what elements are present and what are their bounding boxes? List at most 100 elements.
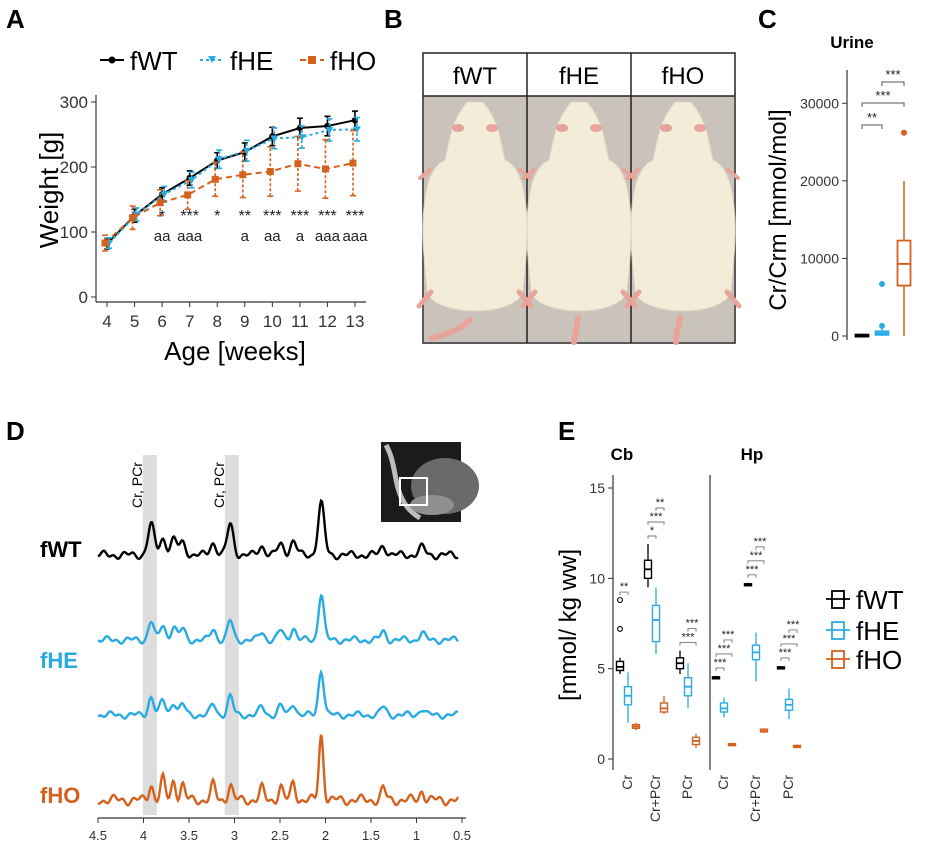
significance-letter: aaa: [315, 228, 341, 245]
data-point-fho: [294, 160, 302, 168]
spectrum-line-fwt: [97, 498, 459, 561]
legend-item-fho: fHO: [826, 645, 902, 675]
significance-bracket: [881, 81, 905, 86]
x-tick-label: 6: [157, 312, 166, 331]
x-tick-label: 10: [263, 312, 282, 331]
mri-voxel-box: [399, 477, 428, 506]
x-tick-label: 0.5: [453, 828, 471, 843]
photo-label-fhe: fHE: [559, 63, 599, 90]
category-label: Cr+PCr: [647, 775, 663, 822]
legend-label-fho: fHO: [330, 46, 376, 76]
legend-label-fwt: fWT: [856, 585, 904, 615]
significance-bracket: [861, 102, 905, 107]
significance-star: ***: [318, 208, 337, 225]
legend-label-fho: fHO: [856, 645, 902, 675]
significance-label: ***: [875, 88, 890, 103]
rat-hind-paws: [416, 289, 534, 309]
x-tick-label: 1: [413, 828, 420, 843]
significance-bracket: [647, 535, 657, 540]
significance-letter: a: [296, 228, 305, 245]
y-tick-label: 10: [589, 570, 605, 586]
x-tick-label: 3: [231, 828, 238, 843]
significance-bracket: [723, 639, 733, 643]
mri-inset: [381, 442, 479, 522]
outlier-fhe: [879, 281, 885, 288]
y-tick-label: 15: [589, 480, 605, 496]
rat-ear: [556, 124, 568, 132]
x-tick-label: 11: [291, 312, 309, 331]
outlier-fwt: [617, 597, 623, 603]
panel-c-urine-chart: Urine Cr/Crm [mmol/mol] 0 10000 20000 30000…: [765, 33, 912, 344]
x-tick-label: 7: [185, 312, 194, 331]
significance-letter: a: [241, 228, 250, 245]
legend-marker-fwt: [108, 56, 116, 64]
panel-a-y-label: Weight [g]: [34, 132, 64, 249]
legend-marker-fhe: [208, 56, 216, 63]
box-fho: [659, 702, 669, 713]
panel-e-y-label: [mmol/ kg ww]: [555, 549, 582, 701]
panel-d-spectra-chart: Cr, PCr Cr, PCr 4.5 4 3.5 3 2.5 2 1.5 1 0.5 fWT f…: [40, 442, 479, 843]
spectrum-line-fhe: [97, 593, 459, 646]
significance-bracket: [715, 653, 733, 657]
significance-label: **: [867, 110, 877, 125]
data-point-fhe: [215, 156, 224, 164]
rat-hind-paws: [624, 289, 742, 309]
y-tick-label: 0: [831, 328, 839, 344]
significance-bracket: [679, 642, 697, 646]
panel-letter-a: A: [6, 4, 25, 34]
y-tick-label: 20000: [800, 173, 839, 189]
x-tick-label: 12: [318, 312, 337, 331]
panel-a-legend: fWT fHE fHO: [100, 46, 376, 76]
rat-ear: [452, 124, 464, 132]
legend-label-fhe: fHE: [856, 616, 899, 646]
significance-bracket: [655, 507, 665, 512]
box-fhe: [719, 702, 729, 713]
significance-bracket: [780, 643, 798, 647]
category-label: Cr+PCr: [747, 775, 763, 822]
series-line-fho: [104, 162, 354, 244]
significance-label: ***: [722, 629, 736, 641]
peak-annotation: Cr, PCr: [211, 462, 227, 508]
legend-item-fwt: fWT: [826, 585, 904, 615]
legend-label-fhe: fHE: [230, 46, 273, 76]
mri-skull-edge: [383, 443, 422, 521]
outlier-fho: [901, 129, 907, 136]
rat-body: [422, 101, 528, 312]
significance-star: ***: [291, 208, 310, 225]
significance-star: ***: [180, 208, 199, 225]
data-point-fhe: [160, 191, 169, 199]
significance-bracket: [647, 521, 665, 526]
x-tick-label: 2: [322, 828, 329, 843]
series-line-fhe: [108, 128, 358, 244]
panel-a-weight-chart: fWT fHE fHO Weight [g] Age [weeks] 0 100 2…: [34, 46, 376, 366]
rat-hind-paws: [520, 289, 638, 309]
data-point-fhe: [270, 135, 279, 143]
data-point-fho: [156, 199, 164, 207]
significance-star: ***: [346, 208, 365, 225]
panel-letter-d: D: [6, 416, 25, 446]
panel-c-y-label: Cr/Crm [mmol/mol]: [765, 109, 792, 310]
panel-b-rat-photo: fWT fHE fHO: [416, 52, 742, 345]
significance-label: ***: [714, 657, 728, 669]
y-tick-label: 30000: [800, 95, 839, 111]
significance-letter: aaa: [177, 228, 203, 245]
series-line-fwt: [106, 119, 356, 245]
facet-title-hp: Hp: [741, 445, 764, 464]
significance-label: ***: [779, 647, 793, 659]
facet-title-cb: Cb: [611, 445, 634, 464]
x-tick-label: 2.5: [271, 828, 289, 843]
data-point-fho: [129, 214, 137, 222]
significance-bracket: [755, 546, 765, 550]
significance-bracket: [747, 574, 757, 578]
panel-c-title: Urine: [830, 33, 873, 52]
x-tick-label: 8: [212, 312, 221, 331]
y-tick-label: 300: [60, 93, 88, 112]
rat-body: [630, 101, 736, 312]
significance-letter: aa: [264, 228, 281, 245]
data-point-fhe: [242, 147, 251, 155]
category-label: PCr: [679, 775, 695, 799]
legend-item-fhe: fHE: [826, 616, 899, 646]
significance-letter: aaa: [342, 228, 368, 245]
data-point-fho: [101, 239, 109, 247]
